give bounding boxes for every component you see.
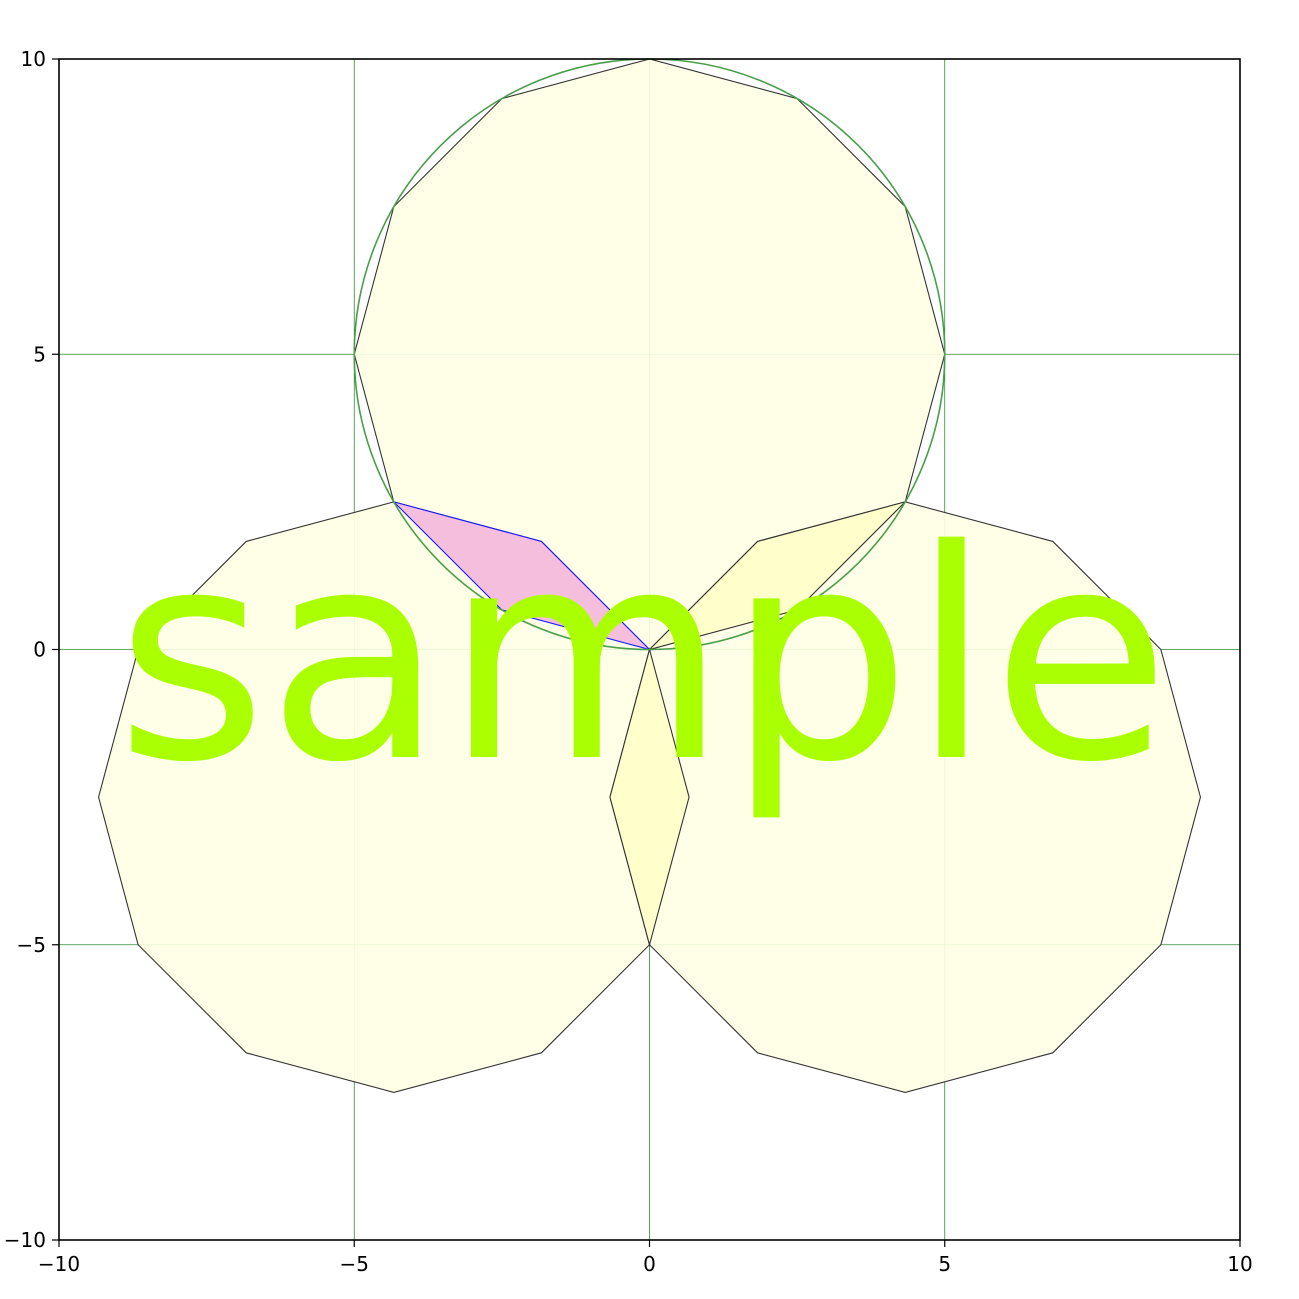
x-tick-label: 5 [938,1252,951,1276]
watermark-text: sample [116,489,1170,826]
polygon-shapes [97,58,1202,1093]
x-tick-label: −5 [340,1252,369,1276]
x-tick-label: 0 [643,1252,656,1276]
y-tick-label: −10 [4,1228,46,1252]
x-tick-label: −10 [38,1252,80,1276]
y-tick-label: −5 [17,933,46,957]
y-tick-label: 0 [33,638,46,662]
y-tick-label: 5 [33,342,46,366]
x-tick-label: 10 [1227,1252,1252,1276]
axis-ticks: −10 −5 0 5 10 −10 −5 0 5 10 [4,47,1253,1276]
lower-rhombus [609,647,690,947]
y-tick-label: 10 [21,47,46,71]
